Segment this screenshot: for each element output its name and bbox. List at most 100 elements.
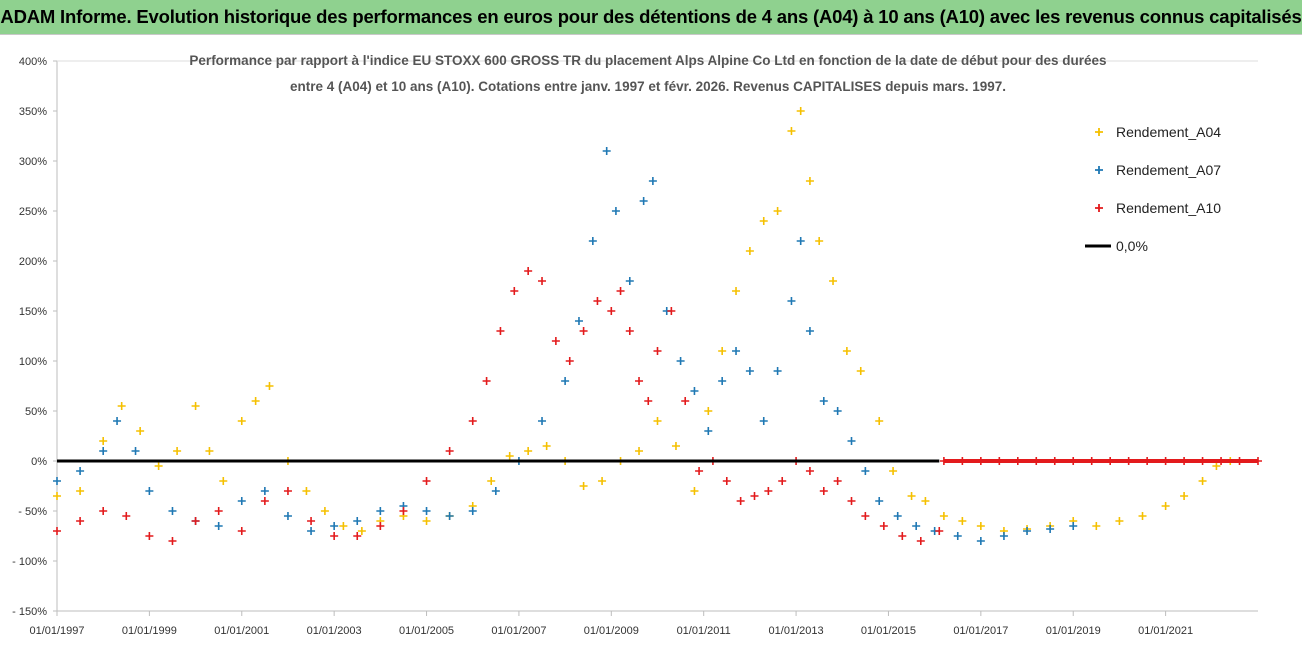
data-point — [468, 507, 477, 515]
data-point — [487, 477, 496, 485]
legend-background — [1062, 117, 1254, 297]
data-point — [889, 467, 898, 475]
x-tick-label: 01/01/2011 — [677, 625, 731, 637]
series-layer — [53, 107, 1262, 545]
y-tick-label: 350% — [19, 106, 47, 118]
data-point — [625, 327, 634, 335]
series-a10-zero-tail — [939, 457, 1262, 465]
report-banner-title: ADAM Informe. Evolution historique des p… — [0, 0, 1302, 34]
data-point — [644, 397, 653, 405]
x-tick-label: 01/01/2003 — [307, 625, 362, 637]
x-tick-label: 01/01/2007 — [491, 625, 546, 637]
data-point — [113, 417, 122, 425]
data-point — [829, 277, 838, 285]
data-point — [639, 197, 648, 205]
data-point — [283, 487, 292, 495]
data-point — [357, 527, 366, 535]
data-point — [778, 477, 787, 485]
data-point — [214, 507, 223, 515]
data-point — [635, 377, 644, 385]
chart-legend: Rendement_A04 Rendement_A07 Rendement_A10 0… — [1062, 117, 1254, 297]
data-point — [667, 307, 676, 315]
data-point — [579, 327, 588, 335]
data-point — [976, 522, 985, 530]
data-point — [773, 367, 782, 375]
y-tick-label: 300% — [19, 156, 47, 168]
data-point — [510, 287, 519, 295]
legend-swatch-marker — [1095, 204, 1103, 212]
data-point — [76, 467, 85, 475]
y-tick-label: 150% — [19, 306, 47, 318]
data-point — [376, 507, 385, 515]
legend-label: Rendement_A10 — [1116, 200, 1221, 216]
data-point — [879, 522, 888, 530]
data-point — [168, 537, 177, 545]
data-point — [593, 297, 602, 305]
data-point — [805, 177, 814, 185]
data-point — [805, 327, 814, 335]
data-point — [976, 537, 985, 545]
data-point — [616, 287, 625, 295]
data-point — [759, 217, 768, 225]
chart-area: 400% 350% 300% 250% 200% 150% 100% 50% 0% - 50% - … — [0, 34, 1302, 647]
data-point — [1115, 517, 1124, 525]
data-point — [399, 507, 408, 515]
data-point — [1212, 462, 1221, 470]
data-point — [745, 247, 754, 255]
data-point — [921, 497, 930, 505]
data-point — [307, 517, 316, 525]
data-point — [505, 452, 514, 460]
data-point — [939, 512, 948, 520]
data-point — [482, 377, 491, 385]
data-point — [653, 347, 662, 355]
data-point — [99, 447, 108, 455]
data-point — [131, 447, 140, 455]
data-point — [538, 277, 547, 285]
data-point — [676, 357, 685, 365]
data-point — [468, 417, 477, 425]
data-point — [551, 337, 560, 345]
data-point — [307, 527, 316, 535]
data-point — [524, 447, 533, 455]
data-point — [214, 522, 223, 530]
data-point — [893, 512, 902, 520]
data-point — [136, 427, 145, 435]
y-tick-label: - 150% — [12, 606, 47, 618]
data-point — [445, 512, 454, 520]
data-point — [339, 522, 348, 530]
data-point — [76, 487, 85, 495]
data-point — [191, 402, 200, 410]
legend-label: Rendement_A04 — [1116, 124, 1221, 140]
legend-swatch-marker — [1095, 166, 1103, 174]
y-tick-label: 0% — [31, 456, 47, 468]
data-point — [856, 367, 865, 375]
data-point — [718, 347, 727, 355]
y-tick-label: - 100% — [12, 556, 47, 568]
data-point — [690, 387, 699, 395]
data-point — [690, 487, 699, 495]
chart-title-line-2: entre 4 (A04) et 10 ans (A10). Cotations… — [290, 79, 1006, 94]
data-point — [302, 487, 311, 495]
data-point — [681, 397, 690, 405]
data-point — [491, 487, 500, 495]
data-point — [538, 417, 547, 425]
x-tick-label: 01/01/2021 — [1138, 625, 1193, 637]
data-point — [251, 397, 260, 405]
data-point — [695, 467, 704, 475]
data-point — [898, 532, 907, 540]
x-tick-label: 01/01/2013 — [769, 625, 824, 637]
data-point — [145, 532, 154, 540]
data-point — [579, 482, 588, 490]
x-tick-label: 01/01/1997 — [29, 625, 84, 637]
data-point — [283, 512, 292, 520]
series-rendement-a07 — [53, 147, 1078, 545]
data-point — [653, 417, 662, 425]
data-point — [833, 477, 842, 485]
data-point — [611, 207, 620, 215]
data-point — [122, 512, 131, 520]
data-point — [773, 207, 782, 215]
data-point — [671, 442, 680, 450]
data-point — [53, 527, 61, 535]
data-point — [958, 517, 967, 525]
data-point — [635, 447, 644, 455]
